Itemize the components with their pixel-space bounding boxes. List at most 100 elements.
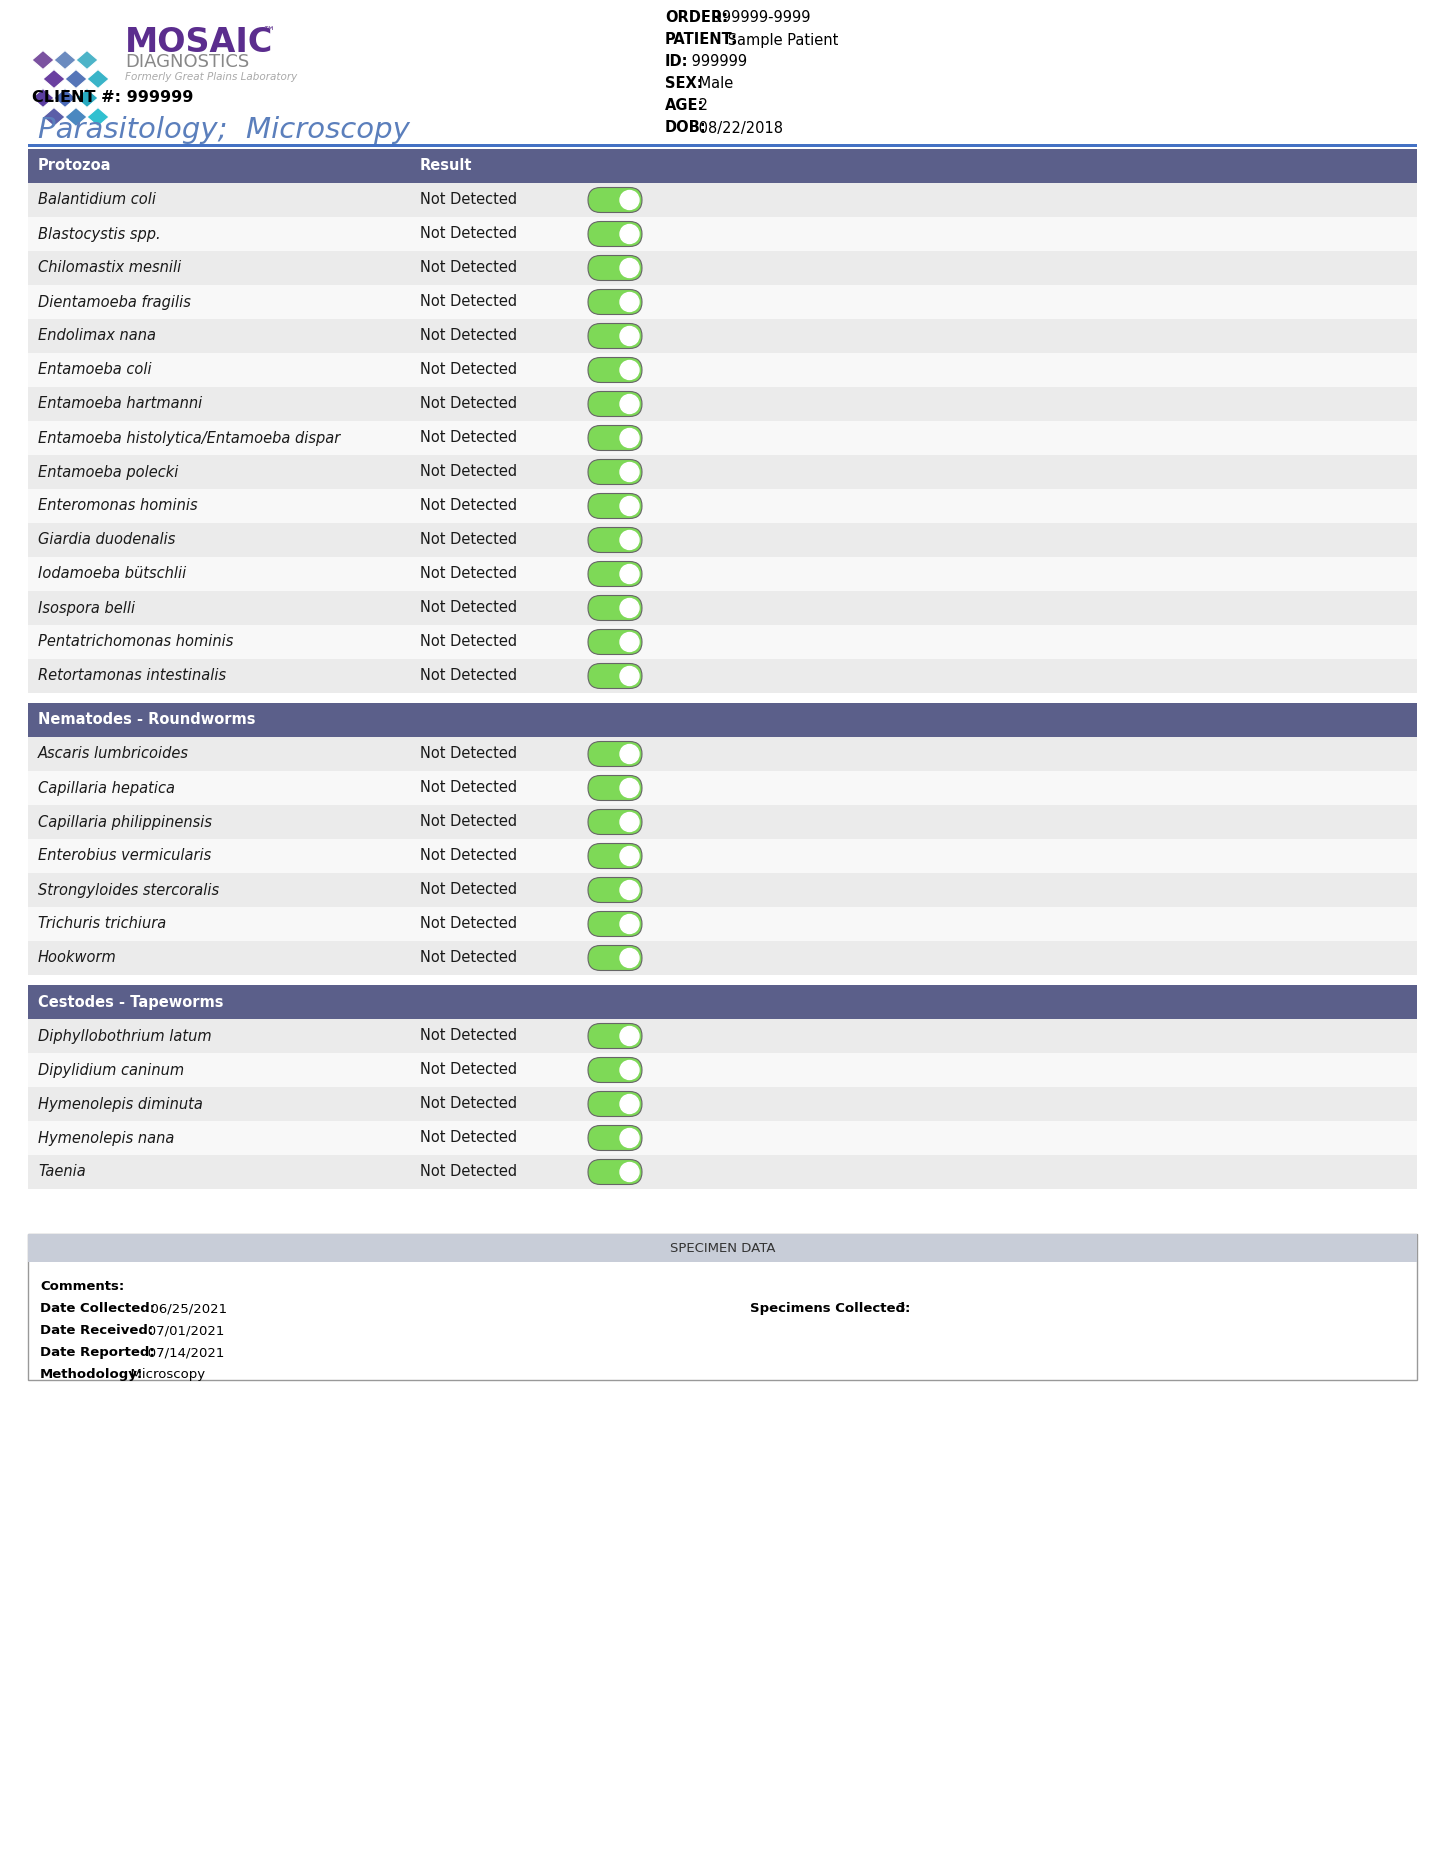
Text: SPECIMEN DATA: SPECIMEN DATA <box>669 1242 776 1255</box>
Circle shape <box>620 531 639 550</box>
Text: Hookworm: Hookworm <box>38 950 117 965</box>
FancyBboxPatch shape <box>588 357 642 383</box>
Text: PATIENT:: PATIENT: <box>665 32 738 47</box>
Bar <box>27 144 1418 148</box>
Circle shape <box>620 778 639 797</box>
Text: 2: 2 <box>694 99 708 114</box>
Text: Not Detected: Not Detected <box>420 815 517 830</box>
FancyBboxPatch shape <box>588 527 642 552</box>
Text: Not Detected: Not Detected <box>420 883 517 898</box>
FancyBboxPatch shape <box>588 911 642 937</box>
Text: Specimens Collected:: Specimens Collected: <box>750 1302 915 1315</box>
Polygon shape <box>77 88 98 107</box>
Circle shape <box>620 1027 639 1045</box>
Text: Parasitology;  Microscopy: Parasitology; Microscopy <box>38 116 410 144</box>
Polygon shape <box>32 50 53 69</box>
Text: Not Detected: Not Detected <box>420 1028 517 1043</box>
Text: Entamoeba coli: Entamoeba coli <box>38 363 152 378</box>
Text: Giardia duodenalis: Giardia duodenalis <box>38 533 175 548</box>
FancyBboxPatch shape <box>588 742 642 767</box>
FancyBboxPatch shape <box>588 187 642 213</box>
Bar <box>27 804 1418 840</box>
Text: Trichuris trichiura: Trichuris trichiura <box>38 916 166 931</box>
Circle shape <box>620 1060 639 1079</box>
Bar <box>27 1234 1418 1380</box>
Circle shape <box>620 812 639 832</box>
Text: Enterobius vermicularis: Enterobius vermicularis <box>38 849 211 864</box>
Text: Chilomastix mesnili: Chilomastix mesnili <box>38 260 181 275</box>
Text: Not Detected: Not Detected <box>420 226 517 241</box>
Polygon shape <box>43 107 65 127</box>
Polygon shape <box>65 107 87 127</box>
Text: 07/01/2021: 07/01/2021 <box>136 1324 224 1337</box>
Text: Male: Male <box>694 77 733 92</box>
Bar <box>27 840 1418 873</box>
Bar <box>27 1053 1418 1086</box>
Text: Isospora belli: Isospora belli <box>38 600 136 615</box>
Text: Not Detected: Not Detected <box>420 260 517 275</box>
FancyBboxPatch shape <box>588 290 642 314</box>
Text: Ascaris lumbricoides: Ascaris lumbricoides <box>38 746 189 761</box>
Bar <box>27 625 1418 658</box>
Text: Nematodes - Roundworms: Nematodes - Roundworms <box>38 712 256 727</box>
Circle shape <box>620 395 639 413</box>
Text: Formerly Great Plains Laboratory: Formerly Great Plains Laboratory <box>126 73 298 82</box>
Circle shape <box>620 1094 639 1113</box>
Text: Not Detected: Not Detected <box>420 430 517 445</box>
Bar <box>27 1086 1418 1120</box>
FancyBboxPatch shape <box>588 595 642 621</box>
Text: MOSAIC: MOSAIC <box>126 26 273 58</box>
Bar <box>27 1156 1418 1189</box>
FancyBboxPatch shape <box>588 843 642 868</box>
Circle shape <box>620 948 639 967</box>
Text: Capillaria philippinensis: Capillaria philippinensis <box>38 815 212 830</box>
Bar <box>27 1234 1418 1262</box>
Bar <box>27 557 1418 591</box>
Text: Entamoeba polecki: Entamoeba polecki <box>38 464 178 479</box>
Text: SEX:: SEX: <box>665 77 702 92</box>
Text: Result: Result <box>420 159 473 174</box>
Bar <box>27 591 1418 625</box>
Bar <box>27 284 1418 320</box>
Bar <box>27 387 1418 421</box>
FancyBboxPatch shape <box>588 426 642 451</box>
Circle shape <box>620 632 639 651</box>
Text: Sample Patient: Sample Patient <box>722 32 838 47</box>
FancyBboxPatch shape <box>588 494 642 518</box>
FancyBboxPatch shape <box>588 1023 642 1049</box>
Text: Retortamonas intestinalis: Retortamonas intestinalis <box>38 668 225 684</box>
Text: Not Detected: Not Detected <box>420 396 517 411</box>
Bar <box>27 1120 1418 1156</box>
Text: Not Detected: Not Detected <box>420 464 517 479</box>
FancyBboxPatch shape <box>588 256 642 280</box>
Text: Hymenolepis diminuta: Hymenolepis diminuta <box>38 1096 202 1111</box>
Circle shape <box>620 914 639 933</box>
Circle shape <box>620 191 639 209</box>
Bar <box>27 524 1418 557</box>
Text: Not Detected: Not Detected <box>420 634 517 649</box>
Text: CLIENT #: 999999: CLIENT #: 999999 <box>32 90 194 105</box>
Text: Microscopy: Microscopy <box>121 1369 205 1382</box>
Text: Protozoa: Protozoa <box>38 159 111 174</box>
Circle shape <box>620 598 639 617</box>
Polygon shape <box>65 69 87 88</box>
FancyBboxPatch shape <box>588 324 642 348</box>
Text: Not Detected: Not Detected <box>420 499 517 514</box>
Bar <box>27 217 1418 251</box>
Text: Pentatrichomonas hominis: Pentatrichomonas hominis <box>38 634 234 649</box>
Text: Not Detected: Not Detected <box>420 1062 517 1077</box>
Polygon shape <box>53 88 77 107</box>
Text: Enteromonas hominis: Enteromonas hominis <box>38 499 198 514</box>
Text: Not Detected: Not Detected <box>420 294 517 310</box>
Circle shape <box>620 462 639 481</box>
Text: Methodology:: Methodology: <box>40 1369 143 1382</box>
Text: Not Detected: Not Detected <box>420 1165 517 1180</box>
Text: ID:: ID: <box>665 54 688 69</box>
Circle shape <box>620 497 639 516</box>
Text: DIAGNOSTICS: DIAGNOSTICS <box>126 52 249 71</box>
Text: Not Detected: Not Detected <box>420 363 517 378</box>
FancyBboxPatch shape <box>588 1092 642 1116</box>
Text: Endolimax nana: Endolimax nana <box>38 329 156 344</box>
Circle shape <box>620 1163 639 1182</box>
Text: Not Detected: Not Detected <box>420 780 517 795</box>
